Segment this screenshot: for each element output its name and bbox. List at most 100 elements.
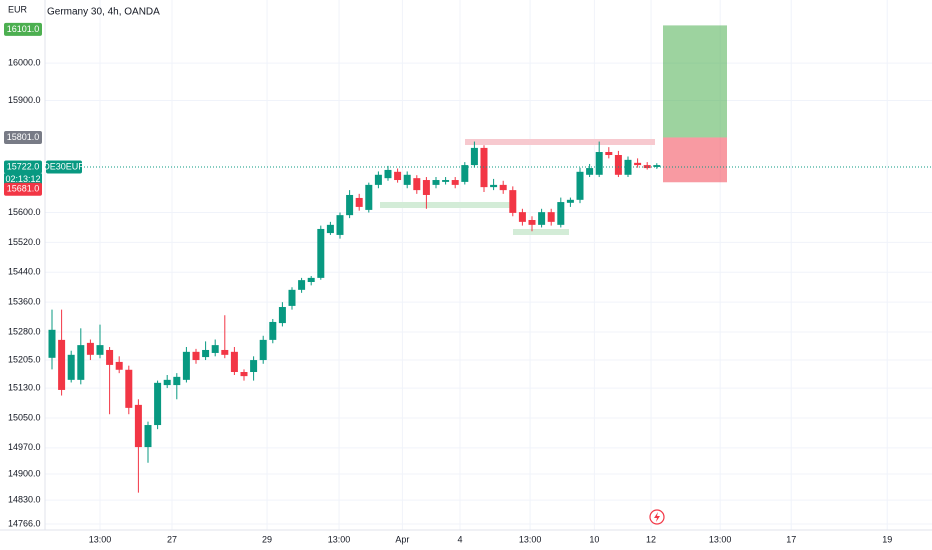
y-tick-label: 14830.0 <box>8 494 41 504</box>
x-tick-label: 17 <box>786 534 796 544</box>
candle-body <box>643 165 651 169</box>
price-badge-label: 15801.0 <box>7 132 40 142</box>
price-badge-label: 16101.0 <box>7 24 40 34</box>
price-badge-label: 15722.0 <box>7 161 40 171</box>
candle-body <box>269 321 277 340</box>
x-tick-label: 12 <box>646 534 656 544</box>
alert-icon[interactable] <box>649 509 665 525</box>
price-badge <box>4 130 42 144</box>
chart-title: Germany 30, 4h, OANDA <box>47 7 160 18</box>
candle-body <box>317 228 325 278</box>
candle-body <box>490 184 498 188</box>
y-tick-label: 14970.0 <box>8 442 41 452</box>
x-tick-label: 13:00 <box>89 534 112 544</box>
candle-body <box>48 329 56 358</box>
x-tick-label: 19 <box>882 534 892 544</box>
y-tick-label: 15205.0 <box>8 354 41 364</box>
candle-body <box>499 184 507 191</box>
candle-body <box>86 342 94 355</box>
candle-body <box>470 147 478 166</box>
x-tick-label: 13:00 <box>709 534 732 544</box>
price-badge <box>4 160 42 174</box>
candle-body <box>595 152 603 175</box>
x-tick-label: 29 <box>262 534 272 544</box>
candle-body <box>355 197 363 207</box>
profit-zone <box>663 25 727 138</box>
candle-body <box>394 171 402 181</box>
candle-body <box>538 212 546 225</box>
candle-body <box>576 171 584 200</box>
candle-body <box>202 349 210 358</box>
x-tick-label: 4 <box>457 534 462 544</box>
y-tick-label: 15600.0 <box>8 207 41 217</box>
candle-body <box>480 147 488 188</box>
candle-body <box>634 162 642 166</box>
candle-body <box>298 280 306 290</box>
y-tick-label: 14766.0 <box>8 518 41 528</box>
candle-body <box>58 339 66 390</box>
countdown-badge <box>4 173 42 186</box>
candle-body <box>451 180 459 185</box>
y-tick-label: 15440.0 <box>8 267 41 277</box>
candle-body <box>221 349 229 355</box>
candle-body <box>77 345 85 380</box>
candle-body <box>586 168 594 175</box>
candle-body <box>182 351 190 380</box>
candle-body <box>326 224 334 234</box>
grid <box>45 0 932 530</box>
candle-body <box>365 184 373 210</box>
candle-body <box>605 152 613 156</box>
loss-zone <box>663 137 727 183</box>
candle-body <box>653 165 661 167</box>
candle-body <box>259 339 267 361</box>
candle-body <box>250 360 258 373</box>
candle-body <box>384 169 392 179</box>
candle-body <box>557 202 565 225</box>
symbol-label: DE30EUR <box>43 161 85 171</box>
support-zone <box>380 202 510 208</box>
candle-body <box>192 351 200 361</box>
candle-body <box>240 372 248 377</box>
candle-body <box>442 180 450 182</box>
candle-body <box>230 351 238 373</box>
candle-body <box>211 345 219 353</box>
y-tick-label: 15900.0 <box>8 95 41 105</box>
x-tick-label: 10 <box>589 534 599 544</box>
candle-body <box>422 180 430 195</box>
candle-body <box>566 199 574 203</box>
countdown: 02:13:12 <box>5 174 40 184</box>
candle-body <box>106 349 114 365</box>
candle-body <box>173 376 181 386</box>
candle-body <box>403 174 411 185</box>
y-tick-label: 15050.0 <box>8 412 41 422</box>
candle-body <box>518 212 526 222</box>
candle-body <box>432 180 440 185</box>
candle-body <box>336 215 344 235</box>
x-tick-label: 27 <box>167 534 177 544</box>
candle-body <box>144 425 152 448</box>
x-tick-label: 13:00 <box>328 534 351 544</box>
candle-body <box>528 219 536 225</box>
y-tick-label: 16000.0 <box>8 57 41 67</box>
y-tick-label: 15280.0 <box>8 326 41 336</box>
candle-body <box>154 382 162 426</box>
candle-body <box>346 194 354 216</box>
candle-body <box>307 277 315 282</box>
candle-body <box>509 190 517 213</box>
y-tick-label: 14900.0 <box>8 468 41 478</box>
candle-body <box>614 155 622 175</box>
candle-body <box>134 404 142 448</box>
price-badge-label: 15681.0 <box>7 184 40 194</box>
x-tick-label: Apr <box>395 534 409 544</box>
currency-label: EUR <box>8 4 28 14</box>
candle-body <box>461 165 469 182</box>
y-tick-label: 15520.0 <box>8 237 41 247</box>
candle-body <box>374 174 382 185</box>
candle-body <box>278 307 286 324</box>
price-badge <box>4 22 42 36</box>
symbol-badge <box>46 160 82 174</box>
candle-body <box>413 178 421 191</box>
candles <box>48 141 661 493</box>
